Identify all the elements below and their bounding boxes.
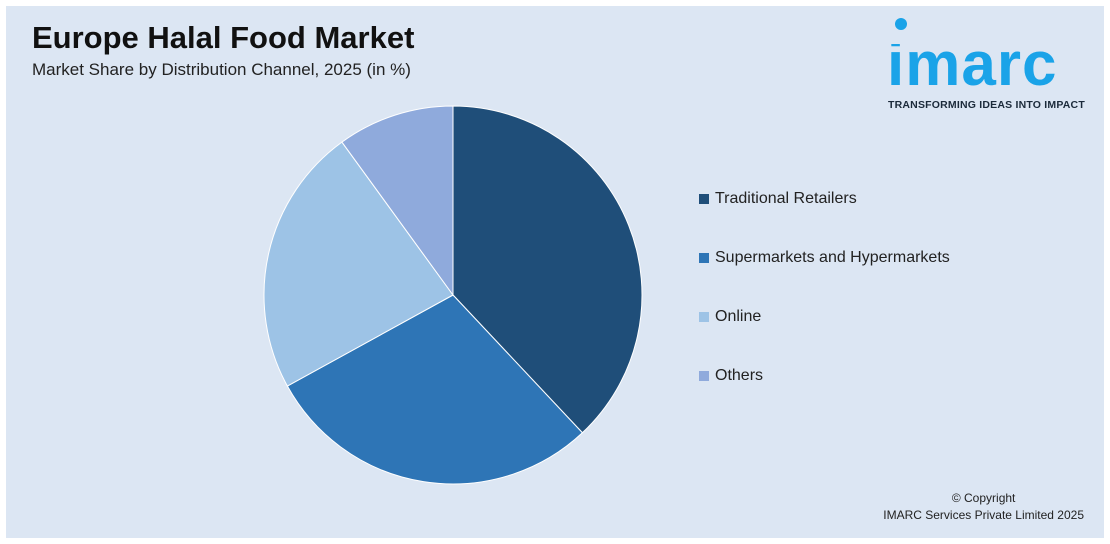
imarc-logo: imarc TRANSFORMING IDEAS INTO IMPACT [881, 14, 1101, 114]
legend-item-supermarkets-hypermarkets: Supermarkets and Hypermarkets [699, 248, 950, 268]
legend-item-traditional-retailers: Traditional Retailers [699, 189, 857, 209]
legend-swatch [699, 312, 709, 322]
pie-slice-others [341, 105, 454, 297]
legend-label: Supermarkets and Hypermarkets [715, 249, 950, 266]
legend-item-online: Online [699, 307, 761, 327]
legend-swatch [699, 253, 709, 263]
legend-swatch [699, 371, 709, 381]
copyright: © Copyright IMARC Services Private Limit… [883, 490, 1084, 524]
chart-title: Europe Halal Food Market [32, 20, 415, 55]
chart-subtitle: Market Share by Distribution Channel, 20… [32, 60, 411, 79]
logo-tagline: TRANSFORMING IDEAS INTO IMPACT [888, 99, 1085, 111]
logo-wordmark: imarc [887, 30, 1058, 99]
logo-dot-icon [895, 18, 907, 30]
pie-slice-online [263, 141, 454, 387]
legend-swatch [699, 194, 709, 204]
legend-label: Online [715, 308, 762, 325]
pie-chart [263, 105, 643, 485]
copyright-line-1: © Copyright [951, 491, 1016, 505]
legend-label: Traditional Retailers [715, 190, 857, 207]
legend-item-others: Others [699, 366, 763, 386]
pie-slice-traditional-retailers [452, 105, 643, 434]
pie-slice-supermarkets-and-hypermarkets [286, 294, 584, 485]
chart-card: Europe Halal Food Market Market Share by… [6, 6, 1104, 538]
legend-label: Others [715, 367, 764, 384]
copyright-line-2: IMARC Services Private Limited 2025 [883, 508, 1084, 522]
